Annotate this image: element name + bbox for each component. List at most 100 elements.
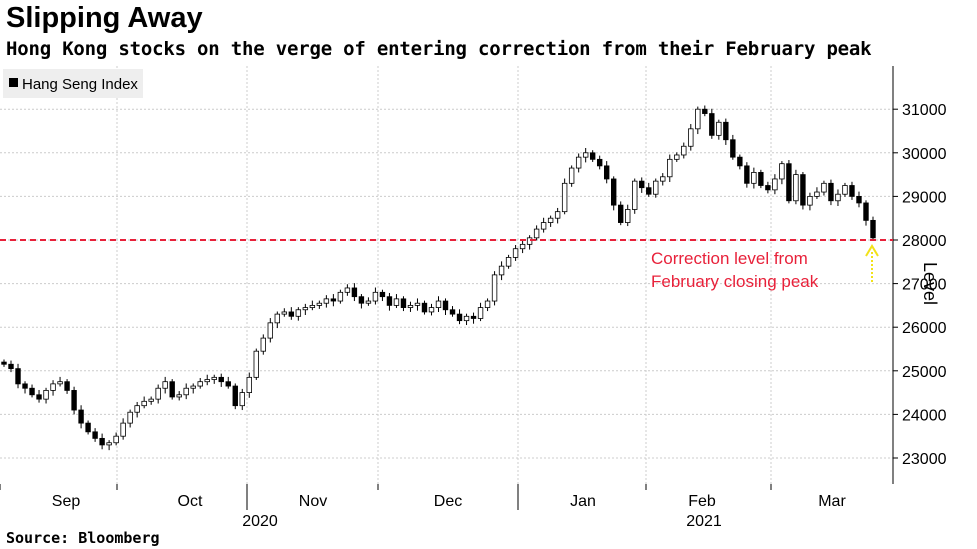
candle xyxy=(435,296,442,312)
candle xyxy=(828,179,834,206)
candle-body xyxy=(519,243,526,250)
candle xyxy=(57,376,63,387)
candle-body xyxy=(92,431,98,439)
candle xyxy=(779,161,785,185)
candle-body xyxy=(484,300,491,308)
candle-body xyxy=(148,398,154,402)
candle-body xyxy=(800,174,806,206)
candle xyxy=(106,440,112,451)
y-tick-label: 28000 xyxy=(902,233,947,250)
candle-body xyxy=(596,158,603,167)
candle-body xyxy=(561,182,568,213)
candle-body xyxy=(232,385,238,407)
candle xyxy=(449,306,456,317)
candle-body xyxy=(288,311,295,317)
candle xyxy=(540,217,547,233)
candle-body xyxy=(183,387,189,396)
y-tick-label: 27000 xyxy=(902,277,947,294)
candle-body xyxy=(8,363,14,370)
candle xyxy=(29,384,35,398)
y-axis-title: Level xyxy=(920,262,940,306)
candle-body xyxy=(582,152,589,158)
candle-body xyxy=(498,265,505,276)
candle-body xyxy=(589,152,596,160)
candle-body xyxy=(225,381,231,387)
candle xyxy=(211,374,217,384)
candle-body xyxy=(22,383,28,389)
candle xyxy=(625,204,631,227)
candle-body xyxy=(57,381,63,385)
candle-body xyxy=(828,182,834,202)
candle-body xyxy=(702,108,708,114)
candle xyxy=(589,150,596,162)
candle-body xyxy=(512,248,519,258)
candle-body xyxy=(716,121,722,136)
candle xyxy=(1,359,7,367)
candle xyxy=(603,161,610,184)
candle-body xyxy=(99,437,105,446)
candle xyxy=(561,178,568,215)
candle xyxy=(660,173,666,186)
candle xyxy=(204,374,210,386)
candle-body xyxy=(344,287,351,293)
candle-body xyxy=(442,300,449,311)
candle xyxy=(688,124,694,151)
candle-body xyxy=(814,191,820,197)
x-month-label: Feb xyxy=(688,493,716,510)
candle-body xyxy=(393,298,400,306)
candle-body xyxy=(414,302,421,306)
candle xyxy=(71,386,77,415)
candle xyxy=(155,384,161,404)
candle xyxy=(793,169,799,205)
candle xyxy=(737,154,743,170)
candle xyxy=(512,245,519,261)
candle xyxy=(765,181,771,194)
candle xyxy=(870,216,876,241)
candle-body xyxy=(134,405,140,413)
candle xyxy=(162,376,168,394)
candle-body xyxy=(554,211,561,219)
candle xyxy=(148,396,154,405)
candle-body xyxy=(786,163,792,202)
candle xyxy=(120,418,126,440)
candle xyxy=(407,301,414,312)
candle xyxy=(428,303,435,316)
chart-subtitle: Hong Kong stocks on the verge of enterin… xyxy=(6,38,872,60)
candle-body xyxy=(863,202,869,221)
candle xyxy=(351,283,358,302)
candle xyxy=(176,391,182,401)
candle-body xyxy=(632,180,638,210)
candle xyxy=(814,187,820,200)
candle-body xyxy=(50,383,56,391)
candle xyxy=(218,373,224,387)
candle xyxy=(134,401,140,418)
candle-body xyxy=(730,139,736,158)
candle-body xyxy=(505,257,512,267)
candle-body xyxy=(239,392,245,407)
candle xyxy=(358,294,365,309)
candle-body xyxy=(744,165,750,184)
candle xyxy=(786,159,792,204)
candle-body xyxy=(618,204,624,223)
candle xyxy=(533,225,540,241)
candle xyxy=(372,287,379,305)
candle-body xyxy=(807,195,813,206)
candle xyxy=(456,309,463,325)
candle-body xyxy=(456,313,463,322)
candle xyxy=(113,432,119,446)
candle-body xyxy=(435,300,442,308)
candle xyxy=(365,297,372,306)
candle xyxy=(225,376,231,389)
annotation-layer: Correction level from February closing pe… xyxy=(0,239,893,291)
candle xyxy=(421,300,428,315)
candle-body xyxy=(43,390,49,400)
candle xyxy=(92,428,98,442)
candle xyxy=(519,239,526,254)
candle-body xyxy=(197,381,203,387)
candle xyxy=(309,300,316,311)
candle-body xyxy=(64,381,70,391)
candle-body xyxy=(106,442,112,446)
y-tick-label: 30000 xyxy=(902,146,947,163)
candle-body xyxy=(113,435,119,444)
